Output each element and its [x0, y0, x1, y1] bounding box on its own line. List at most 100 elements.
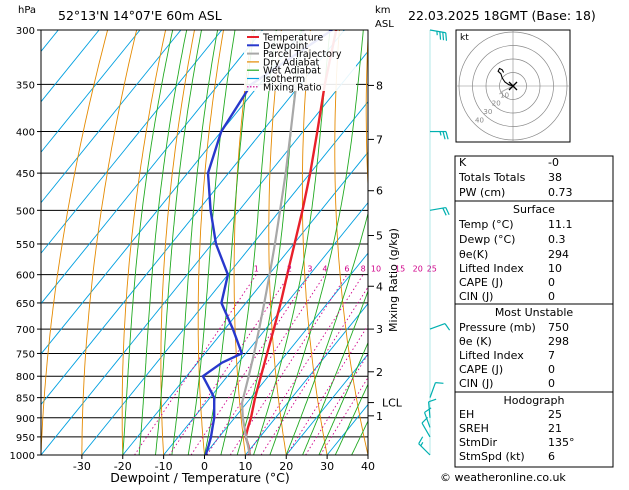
hodo-sreh-value: 21 — [548, 422, 562, 435]
wet-adiabat-line — [155, 30, 201, 455]
index-tt-value: 38 — [548, 171, 562, 184]
dry-adiabat-line — [234, 30, 252, 455]
dry-adiabat-line — [397, 30, 450, 455]
km-axis-title: km — [375, 5, 391, 16]
wind-barb-flag — [446, 132, 448, 140]
wind-barb-300 — [430, 30, 446, 41]
mu-cin-value: 0 — [548, 377, 555, 390]
surface-cape-value: 0 — [548, 276, 555, 289]
asl-axis-title: ASL — [375, 19, 394, 30]
location-title: 52°13'N 14°07'E 60m ASL — [58, 8, 222, 23]
indices-tables: K -0 Totals Totals 38 PW (cm) 0.73 Surfa… — [455, 156, 613, 467]
wind-barb-flag — [443, 32, 444, 40]
x-tick-label--30: -30 — [73, 460, 91, 473]
mixing-ratio-label-2: 2 — [287, 265, 292, 274]
index-pw-label: PW (cm) — [459, 186, 505, 199]
wind-barb-850 — [430, 383, 443, 398]
wind-barb-flag — [443, 208, 446, 215]
wind-barb-staff — [430, 383, 435, 398]
km-tick-label-5: 5 — [376, 230, 383, 243]
hodo-eh-label: EH — [459, 408, 474, 421]
wind-barb-flag — [446, 33, 447, 41]
hodo-stmdir-value: 135° — [548, 436, 575, 449]
km-tick-label-8: 8 — [376, 79, 383, 92]
wind-barb-1000 — [419, 437, 430, 455]
copyright-footer[interactable]: © weatheronline.co.uk — [440, 471, 566, 484]
surface-cin-label: CIN (J) — [459, 290, 493, 303]
wind-barb-flag — [446, 208, 449, 215]
index-tt-label: Totals Totals — [458, 171, 526, 184]
wind-barb-flag — [435, 383, 443, 384]
pressure-tick-label-800: 800 — [16, 372, 35, 383]
pressure-tick-label-450: 450 — [16, 169, 35, 180]
surface-dewp-label: Dewp (°C) — [459, 233, 515, 246]
pressure-tick-label-550: 550 — [16, 240, 35, 251]
surface-dewp-value: 0.3 — [548, 233, 566, 246]
km-tick-label-4: 4 — [376, 280, 383, 293]
mu-cape-value: 0 — [548, 363, 555, 376]
pressure-tick-label-950: 950 — [16, 433, 35, 444]
surface-thetae-value: 294 — [548, 248, 569, 261]
surface-temp-value: 11.1 — [548, 218, 573, 231]
wind-barbs — [419, 30, 450, 455]
wind-barb-staff — [430, 324, 445, 329]
mu-thetae-label: θe (K) — [459, 335, 492, 348]
wind-barb-700 — [430, 324, 450, 331]
hodograph-ring-label-30: 30 — [483, 108, 492, 116]
hodograph-ring-label-20: 20 — [492, 100, 501, 108]
mixing-ratio-line — [287, 275, 400, 455]
pressure-tick-label-650: 650 — [16, 299, 35, 310]
wind-barb-half-flag — [421, 442, 423, 445]
hodo-stmspd-label: StmSpd (kt) — [459, 450, 525, 463]
mixing-ratio-label-20: 20 — [413, 265, 423, 274]
mixing-ratio-axis-title: Mixing Ratio (g/kg) — [387, 228, 400, 332]
km-tick-label-3: 3 — [376, 323, 383, 336]
pressure-tick-label-1000: 1000 — [10, 451, 35, 462]
surface-thetae-label: θe(K) — [459, 248, 488, 261]
mu-pressure-value: 750 — [548, 321, 569, 334]
pressure-tick-label-300: 300 — [16, 26, 35, 37]
temperature-series-line — [246, 30, 337, 455]
surface-title: Surface — [513, 203, 555, 216]
x-tick-label-30: 30 — [320, 460, 334, 473]
mixing-ratio-label-3: 3 — [307, 265, 312, 274]
dry-adiabat-line — [41, 30, 108, 455]
hodograph-table-title: Hodograph — [504, 394, 565, 407]
hpa-axis-title: hPa — [18, 5, 36, 16]
mixing-ratio-label-6: 6 — [344, 265, 349, 274]
mixing-ratio-line — [207, 275, 325, 455]
pressure-tick-label-350: 350 — [16, 80, 35, 91]
index-k-value: -0 — [548, 156, 559, 169]
mu-thetae-value: 298 — [548, 335, 569, 348]
wind-barb-950 — [422, 417, 430, 437]
wind-barb-flag — [440, 32, 441, 40]
hodo-sreh-label: SREH — [459, 422, 489, 435]
mu-cape-label: CAPE (J) — [459, 363, 503, 376]
skewt-axes: 3003504004505005506006507007508008509009… — [10, 26, 403, 473]
mu-pressure-label: Pressure (mb) — [459, 321, 536, 334]
pressure-tick-label-500: 500 — [16, 206, 35, 217]
mixing-ratio-label-25: 25 — [427, 265, 437, 274]
pressure-tick-label-600: 600 — [16, 271, 35, 282]
mu-li-value: 7 — [548, 349, 555, 362]
mu-li-label: Lifted Index — [459, 349, 524, 362]
pressure-tick-label-900: 900 — [16, 414, 35, 425]
wind-barb-500 — [430, 208, 449, 216]
km-tick-label-1: 1 — [376, 410, 383, 423]
km-tick-label-LCL: LCL — [382, 397, 403, 410]
wind-barb-flag — [445, 324, 450, 331]
km-tick-label-7: 7 — [376, 133, 383, 146]
index-pw-value: 0.73 — [548, 186, 573, 199]
most-unstable-title: Most Unstable — [495, 306, 574, 319]
x-tick-label-40: 40 — [361, 460, 375, 473]
index-k-label: K — [459, 156, 467, 169]
mixing-ratio-line — [169, 275, 289, 455]
surface-cape-label: CAPE (J) — [459, 276, 503, 289]
surface-li-label: Lifted Index — [459, 262, 524, 275]
pressure-tick-label-700: 700 — [16, 325, 35, 336]
surface-temp-label: Temp (°C) — [458, 218, 514, 231]
surface-cin-value: 0 — [548, 290, 555, 303]
